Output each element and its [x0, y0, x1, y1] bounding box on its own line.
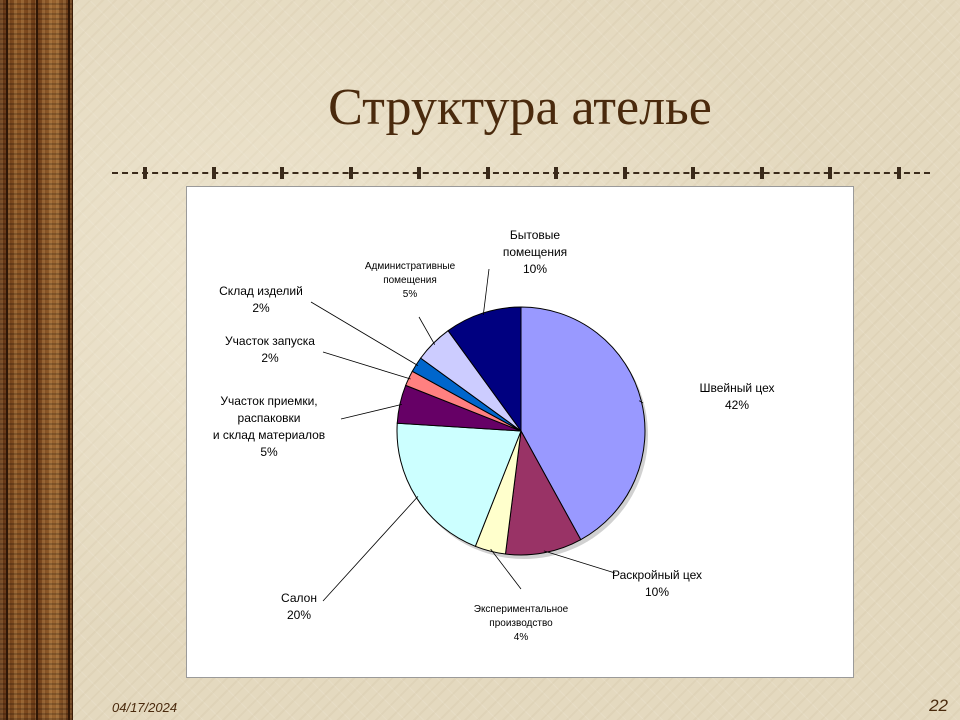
pie-slice [447, 306, 522, 433]
leader-line [543, 550, 616, 574]
slice-label: Участок приемки, распаковки и склад матери… [213, 394, 325, 459]
divider-dot [897, 167, 901, 179]
pie-slice [396, 422, 522, 547]
pie-chart: Швейный цех 42% Раскройный цех 10% Экспериме… [213, 228, 775, 643]
leader-line [310, 301, 419, 366]
pie-slice [520, 306, 646, 541]
leader-line [340, 403, 403, 420]
leader-line [482, 268, 490, 316]
divider-dot [623, 167, 627, 179]
title-divider [112, 172, 930, 176]
footer-date: 04/17/2024 [112, 700, 178, 715]
divider-dot [212, 167, 216, 179]
divider-dot [486, 167, 490, 179]
side-band-line [36, 0, 38, 720]
chart-area: Швейный цех 42% Раскройный цех 10% Экспериме… [186, 186, 854, 678]
divider-dot [349, 167, 353, 179]
pie-slice [504, 429, 582, 556]
divider-dot [417, 167, 421, 179]
slice-label: Бытовые помещения 10% [503, 228, 567, 276]
divider-dot [828, 167, 832, 179]
side-band-line [6, 0, 8, 720]
side-band-line [68, 0, 70, 720]
slice-label: Участок запуска 2% [225, 334, 315, 365]
slice-label: Раскройный цех 10% [612, 568, 702, 599]
leader-line [638, 400, 644, 404]
slice-label: Салон 20% [281, 591, 317, 622]
divider-dot [760, 167, 764, 179]
divider-dot [554, 167, 558, 179]
leader-line [418, 316, 436, 345]
slice-label: Экспериментальное производство 4% [474, 604, 569, 643]
slice-label: Административные помещения 5% [365, 261, 456, 300]
slice-label: Склад изделий 2% [219, 284, 303, 315]
slice-label: Швейный цех 42% [699, 381, 774, 412]
slide-title: Структура ателье [328, 79, 712, 136]
leader-line [322, 351, 411, 380]
leader-line [322, 496, 419, 602]
divider-dot [280, 167, 284, 179]
leader-line [490, 548, 522, 590]
divider-dot [691, 167, 695, 179]
divider-dot [143, 167, 147, 179]
page-number: 22 [929, 696, 948, 715]
